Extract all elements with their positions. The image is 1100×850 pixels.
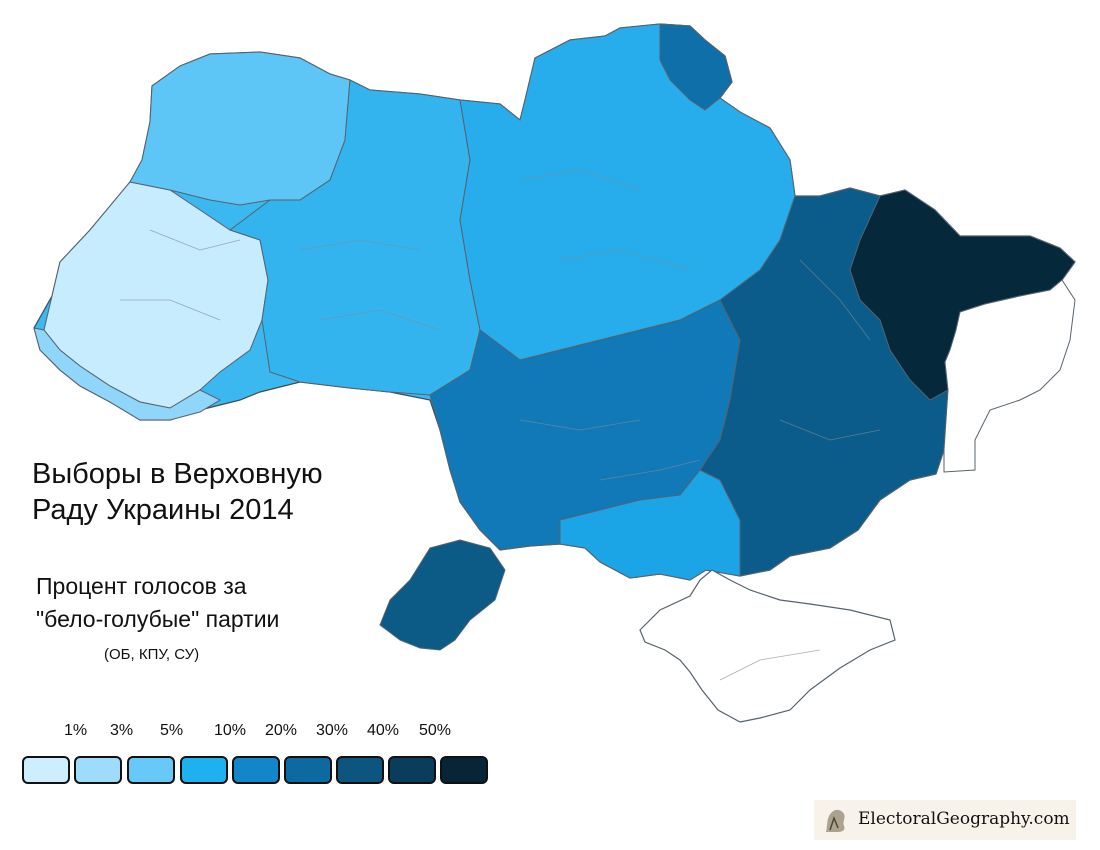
title-line-1: Выборы в Верховную xyxy=(32,458,323,490)
map-title: Выборы в Верховную Раду Украины 2014 xyxy=(32,456,323,528)
legend-label: 20% xyxy=(265,722,298,739)
region-crimea xyxy=(639,569,896,723)
logo-icon xyxy=(826,809,845,832)
map-subtitle: Процент голосов за "бело-голубые" партии xyxy=(36,570,279,636)
legend-label: 10% xyxy=(214,722,247,739)
credit-text: ElectoralGeography.com xyxy=(858,809,1070,829)
region-zakarpattia xyxy=(33,327,222,421)
legend-swatch xyxy=(284,756,332,784)
district-lines xyxy=(120,169,881,681)
legend-labels: 1% 3% 5% 10% 20% 30% 40% 50% xyxy=(0,722,520,744)
legend-swatch xyxy=(336,756,384,784)
region-no-data-east xyxy=(943,279,1076,473)
legend-label: 50% xyxy=(419,722,452,739)
legend-swatch xyxy=(388,756,436,784)
subtitle-line-1: Процент голосов за xyxy=(36,573,247,599)
credit-banner: ElectoralGeography.com xyxy=(814,800,1076,840)
legend-label: 5% xyxy=(160,722,184,739)
region-northwest xyxy=(129,51,351,206)
parties-note: (ОБ, КПУ, СУ) xyxy=(104,646,200,663)
legend-swatch xyxy=(22,756,70,784)
title-line-2: Раду Украины 2014 xyxy=(32,494,294,526)
legend-label: 3% xyxy=(110,722,134,739)
legend-label: 40% xyxy=(367,722,400,739)
legend-label: 1% xyxy=(64,722,88,739)
legend-label: 30% xyxy=(316,722,349,739)
subtitle-line-2: "бело-голубые" партии xyxy=(36,606,280,632)
region-kherson xyxy=(559,469,741,581)
region-sumy-dark xyxy=(659,23,733,111)
legend-swatch xyxy=(232,756,280,784)
region-odesa-bessarabia xyxy=(379,539,506,651)
legend-swatch xyxy=(74,756,122,784)
legend-swatch xyxy=(440,756,488,784)
legend-swatch xyxy=(127,756,175,784)
legend-swatch xyxy=(180,756,228,784)
